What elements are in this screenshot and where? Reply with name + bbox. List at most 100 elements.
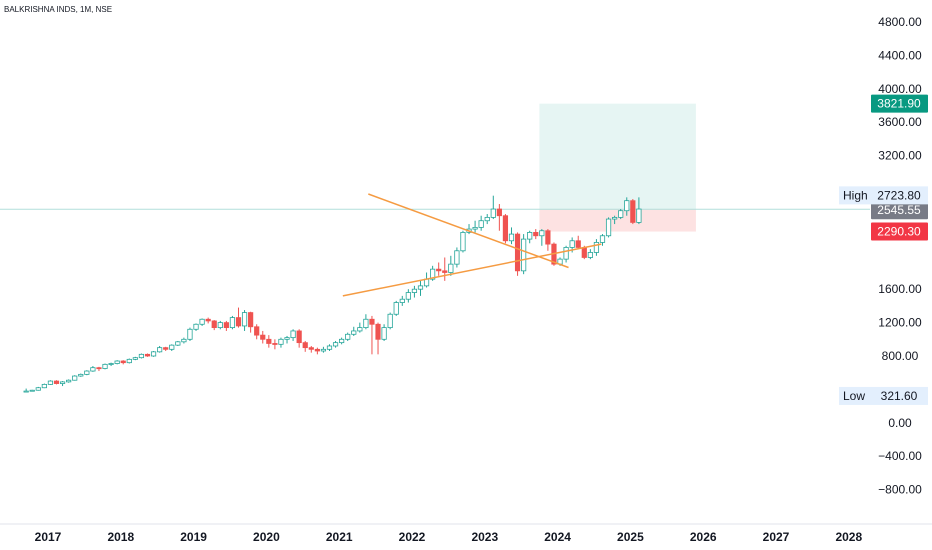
candle [399, 295, 405, 306]
candle [636, 197, 642, 225]
candle [599, 234, 606, 246]
x-tick-label: 2017 [35, 530, 62, 544]
candle-body [533, 232, 539, 237]
candle-body [199, 318, 205, 325]
candle-body [381, 327, 387, 340]
candle [326, 344, 333, 351]
candle-body [339, 338, 345, 344]
candle-body [302, 342, 308, 349]
candle [235, 307, 242, 328]
candle-body [120, 360, 126, 364]
candle [120, 360, 126, 365]
position-zones[interactable] [539, 103, 696, 232]
candle-body [254, 326, 260, 336]
candle [563, 245, 569, 263]
candle [53, 380, 60, 385]
candle-body [175, 341, 181, 346]
candle [223, 320, 229, 331]
candle-body [514, 233, 521, 272]
price-badge-bg [871, 94, 928, 113]
candle [248, 311, 254, 333]
candle [78, 373, 84, 377]
candle-body [472, 227, 478, 230]
y-tick-label: 800.00 [882, 349, 919, 363]
candle-body [393, 302, 399, 315]
candle-body [181, 338, 187, 343]
y-tick-label: 3200.00 [878, 149, 922, 163]
candle-body [624, 200, 630, 212]
candle [593, 239, 600, 256]
candle [448, 255, 454, 276]
candle [138, 353, 145, 359]
candle [508, 227, 515, 245]
candle [47, 380, 54, 385]
x-tick-label: 2020 [253, 530, 280, 544]
candle [521, 234, 527, 275]
candle [375, 322, 381, 355]
candle-body [545, 230, 551, 245]
candle [229, 315, 236, 330]
candle-body [157, 347, 163, 353]
candle [618, 209, 624, 220]
candle [163, 346, 169, 351]
y-tick-label: 4000.00 [878, 82, 922, 96]
candle [23, 388, 29, 393]
candle-body [496, 208, 502, 217]
price-badges: 3821.902557.802545.552290.30High2723.80L… [839, 94, 928, 405]
candle [478, 215, 484, 231]
candle-body [405, 292, 411, 300]
candle [284, 335, 290, 344]
candle [332, 340, 339, 348]
low-label-value: 321.60 [881, 389, 918, 403]
symbol-title: BALKRISHNA INDS, 1M, NSE [4, 5, 112, 14]
candle-body [581, 247, 587, 258]
candle [59, 381, 66, 387]
candle [102, 363, 108, 370]
candle-body [138, 353, 145, 359]
low-label: Low 321.60 [839, 386, 928, 405]
candle [205, 317, 211, 324]
candles[interactable] [23, 195, 642, 393]
lower-trendline [342, 243, 602, 297]
stop-zone [539, 209, 696, 232]
candle-body [442, 270, 448, 273]
candle [314, 347, 320, 355]
candle-body [235, 317, 242, 327]
price-axis[interactable]: 4800.00 4400.00 4000.00 3600.00 3200.00 1600.… [878, 15, 922, 497]
candle [150, 350, 157, 357]
candle-body [260, 334, 266, 340]
candle-body [417, 285, 424, 290]
candle [114, 360, 120, 365]
high-label-value: 2723.80 [877, 188, 921, 202]
y-tick-label: 0.00 [888, 416, 912, 430]
time-axis[interactable]: 2017 2018 2019 2020 2021 2022 2023 2024 2025 2026… [0, 523, 932, 544]
candle [199, 318, 205, 326]
candle-body [84, 370, 90, 375]
candle-body [90, 367, 96, 372]
candle-body [460, 232, 466, 252]
candle [272, 339, 278, 350]
candle-body [132, 357, 138, 360]
candle [417, 280, 424, 296]
y-tick-label: 3600.00 [878, 115, 922, 129]
candle-body [126, 358, 132, 364]
triangle-trendlines[interactable] [342, 193, 602, 297]
candle-body [345, 333, 351, 340]
candle [502, 214, 509, 244]
candle-body [47, 380, 54, 385]
candle [351, 326, 357, 336]
y-tick-label: 1200.00 [878, 316, 922, 330]
candle-body [630, 200, 636, 223]
candle [387, 312, 393, 330]
candle-body [521, 238, 527, 272]
candle-body [605, 218, 612, 237]
candle [466, 224, 472, 235]
x-tick-label: 2024 [544, 530, 571, 544]
price-badge-bg [871, 222, 928, 241]
candle [533, 229, 539, 240]
candle [278, 337, 284, 348]
upper-trendline [368, 193, 569, 269]
candle-body [454, 250, 460, 265]
candle-body [72, 375, 78, 381]
